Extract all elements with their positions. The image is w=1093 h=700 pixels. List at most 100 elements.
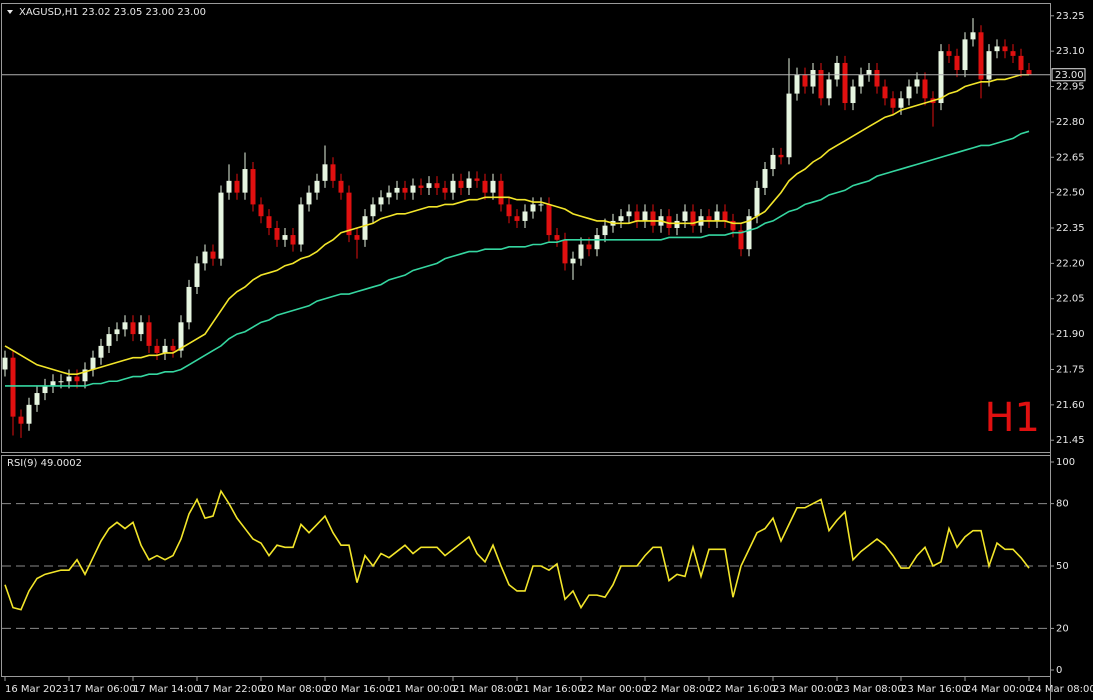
candle-body — [522, 211, 528, 221]
candle-body — [826, 79, 832, 99]
y-tick-label: 22.20 — [1056, 258, 1085, 269]
candle-body — [978, 32, 984, 80]
chart-header: XAGUSD,H1 23.02 23.05 23.00 23.00 — [19, 7, 206, 18]
plot: 21.45 21.60 21.75 21.90 22.05 22.20 22.35 22.50… — [2, 11, 1093, 695]
candle-body — [34, 393, 40, 405]
candle-body — [194, 263, 200, 287]
candle-body — [458, 180, 464, 188]
candle-body — [330, 164, 336, 181]
candle-body — [122, 322, 128, 330]
candle-body — [914, 79, 920, 87]
x-tick-label: 23 Mar 00:00 — [773, 684, 840, 695]
y-tick-label: 22.95 — [1056, 82, 1085, 93]
x-tick-label: 21 Mar 16:00 — [517, 684, 584, 695]
candle-body — [506, 204, 512, 217]
moving-average-line — [4, 73, 1029, 375]
candle-body — [922, 79, 928, 99]
candle-body — [50, 381, 56, 386]
candle-body — [170, 345, 176, 351]
candle-body — [882, 86, 888, 99]
candle-body — [570, 258, 576, 264]
candle-body — [706, 216, 712, 221]
candle-body — [786, 93, 792, 158]
last-open: 23.02 — [82, 7, 111, 18]
candle-body — [82, 369, 88, 382]
y-tick-label: 21.60 — [1056, 400, 1085, 411]
x-tick-label: 16 Mar 2023 — [5, 684, 68, 695]
y-tick-label: 22.80 — [1056, 117, 1085, 128]
candle-body — [666, 216, 672, 228]
candle-body — [530, 204, 536, 212]
candle-body — [858, 74, 864, 87]
candle-body — [682, 211, 688, 221]
candle-body — [714, 211, 720, 221]
candle-body — [114, 329, 120, 335]
candle-body — [410, 185, 416, 193]
rsi-y-tick-label: 20 — [1056, 623, 1069, 634]
candle-body — [938, 51, 944, 104]
candle-body — [434, 183, 440, 188]
x-tick-label: 24 Mar 08:00 — [1029, 684, 1093, 695]
candle-body — [26, 404, 32, 424]
candle-body — [1010, 51, 1016, 56]
candle-body — [474, 178, 480, 181]
y-tick-label: 21.45 — [1056, 435, 1085, 446]
candle-body — [42, 385, 48, 394]
candle-body — [314, 180, 320, 193]
candle-body — [250, 169, 256, 205]
x-tick-label: 22 Mar 16:00 — [709, 684, 776, 695]
candle-body — [994, 46, 1000, 52]
moving-average-line — [5, 130, 1030, 387]
candle-body — [426, 183, 432, 188]
y-tick-label: 21.90 — [1056, 329, 1085, 340]
candle-body — [466, 178, 472, 188]
candle-body — [418, 185, 424, 188]
rsi-y-tick-label: 100 — [1056, 457, 1075, 468]
candle-body — [986, 51, 992, 80]
candle-body — [554, 235, 560, 240]
candle-body — [898, 98, 904, 108]
y-tick-label: 22.05 — [1056, 294, 1085, 305]
candle-body — [810, 70, 816, 87]
rsi-y-tick-label: 0 — [1056, 665, 1062, 676]
candle-body — [850, 86, 856, 104]
candle-body — [346, 192, 352, 236]
candle-body — [258, 204, 264, 217]
x-tick-label: 17 Mar 06:00 — [69, 684, 136, 695]
candle-body — [818, 70, 824, 99]
menu-triangle — [7, 10, 13, 14]
candle-body — [794, 74, 800, 94]
candle-body — [138, 322, 144, 335]
indicator-line — [4, 489, 1030, 611]
candle-body — [290, 235, 296, 245]
rsi-last-value: 49.0002 — [41, 458, 82, 469]
candle-body — [562, 239, 568, 264]
candle-body — [402, 187, 408, 193]
rsi-y-tick-label: 50 — [1056, 561, 1069, 572]
candle-body — [186, 286, 192, 323]
candle-body — [586, 244, 592, 250]
candle-body — [946, 51, 952, 56]
candle-body — [90, 357, 96, 370]
candle-body — [498, 180, 504, 205]
candle-body — [154, 345, 160, 353]
candle-body — [282, 235, 288, 240]
candle-body — [642, 211, 648, 221]
candle-body — [66, 376, 72, 382]
candle-body — [210, 251, 216, 259]
candle-body — [178, 322, 184, 351]
candle-body — [770, 154, 776, 170]
candle-body — [338, 180, 344, 193]
candle-body — [730, 220, 736, 231]
candle-body — [482, 180, 488, 193]
candle-body — [1018, 55, 1024, 71]
y-tick-label: 22.35 — [1056, 223, 1085, 234]
y-tick-label: 21.75 — [1056, 364, 1085, 375]
candle-body — [746, 216, 752, 250]
candle-body — [218, 192, 224, 259]
candle-body — [802, 74, 808, 87]
candle-body — [2, 357, 8, 370]
y-tick-label: 22.65 — [1056, 152, 1085, 163]
rsi-header: RSI(9) 49.0002 — [7, 458, 82, 469]
